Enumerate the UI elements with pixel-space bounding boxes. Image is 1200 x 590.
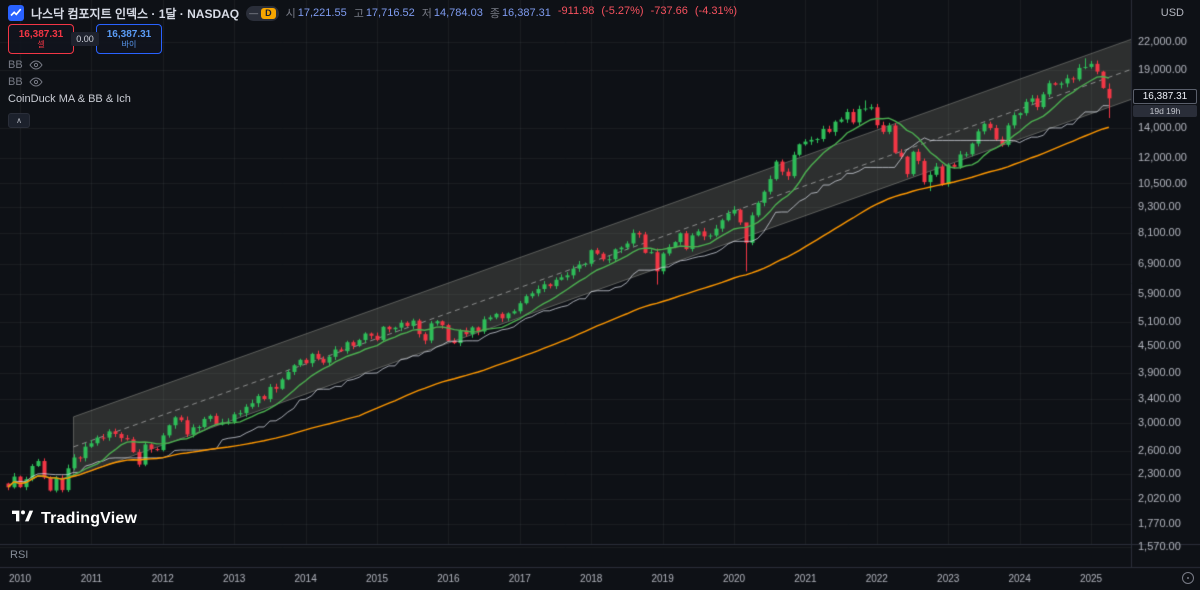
buy-button[interactable]: 16,387.31 바이 bbox=[96, 24, 162, 54]
indicator-row-bb-1[interactable]: BB bbox=[8, 56, 131, 73]
collapse-button[interactable]: ∧ bbox=[8, 113, 30, 128]
ohlc-high: 고 17,716.52 bbox=[354, 5, 415, 21]
indicator-name: BB bbox=[8, 58, 23, 71]
sell-price: 16,387.31 bbox=[18, 29, 64, 40]
high-label: 고 bbox=[353, 8, 364, 20]
low-label: 저 bbox=[421, 8, 432, 20]
bar-countdown: 19d 19h bbox=[1133, 105, 1197, 117]
rsi-pane-label[interactable]: RSI bbox=[10, 549, 29, 561]
ohlc-values: 시 17,221.55 고 17,716.52 저 14,784.03 종 16,387… bbox=[286, 5, 737, 21]
tradingview-watermark-text: TradingView bbox=[41, 509, 138, 527]
axis-settings-icon[interactable] bbox=[1182, 572, 1194, 584]
low-value: 14,784.03 bbox=[433, 7, 483, 19]
currency-button[interactable]: USD bbox=[1160, 7, 1184, 19]
tradingview-watermark: TradingView bbox=[10, 506, 137, 531]
change-percent: (-5.27%) bbox=[601, 5, 644, 17]
open-label: 시 bbox=[285, 8, 296, 20]
indicator-name: CoinDuck MA & BB & Ich bbox=[8, 92, 131, 105]
minus-icon: — bbox=[249, 7, 259, 18]
sell-button[interactable]: 16,387.31 셀 bbox=[8, 24, 74, 54]
close-value: 16,387.31 bbox=[501, 7, 551, 19]
eye-icon[interactable] bbox=[29, 76, 43, 87]
last-price-value: 16,387.31 bbox=[1133, 89, 1197, 104]
eye-icon[interactable] bbox=[29, 59, 43, 70]
symbol-logo-icon[interactable] bbox=[8, 5, 24, 21]
interval-badge: D bbox=[261, 7, 276, 19]
trade-panel: 16,387.31 셀 0.00 16,387.31 바이 bbox=[8, 24, 162, 54]
chevron-up-icon: ∧ bbox=[16, 116, 22, 125]
chart-header: 나스닥 컴포지트 인덱스 · 1달 · NASDAQ — D 시 17,221.5… bbox=[0, 0, 1200, 26]
symbol-title[interactable]: 나스닥 컴포지트 인덱스 · 1달 · NASDAQ bbox=[31, 6, 240, 21]
tradingview-logo-icon bbox=[10, 506, 34, 531]
open-value: 17,221.55 bbox=[297, 7, 347, 19]
change2-absolute: -737.66 bbox=[650, 5, 688, 17]
sell-label: 셀 bbox=[37, 40, 45, 49]
indicator-legend: BB BB CoinDuck MA & BB & Ich ∧ bbox=[8, 56, 131, 128]
ohlc-low: 저 14,784.03 bbox=[422, 5, 483, 21]
spread-value: 0.00 bbox=[71, 32, 99, 46]
last-price-tag: 16,387.31 19d 19h bbox=[1133, 89, 1197, 117]
close-label: 종 bbox=[489, 8, 500, 20]
indicator-name: BB bbox=[8, 75, 23, 88]
change2-percent: (-4.31%) bbox=[694, 5, 738, 17]
indicator-row-bb-2[interactable]: BB bbox=[8, 73, 131, 90]
trade-pill[interactable]: — D bbox=[246, 5, 279, 21]
indicator-row-coinduck[interactable]: CoinDuck MA & BB & Ich bbox=[8, 90, 131, 107]
change-absolute: -911.98 bbox=[557, 5, 595, 17]
high-value: 17,716.52 bbox=[365, 7, 415, 19]
ohlc-open: 시 17,221.55 bbox=[286, 5, 347, 21]
buy-label: 바이 bbox=[121, 40, 137, 49]
ohlc-close: 종 16,387.31 bbox=[490, 5, 551, 21]
buy-price: 16,387.31 bbox=[106, 29, 152, 40]
